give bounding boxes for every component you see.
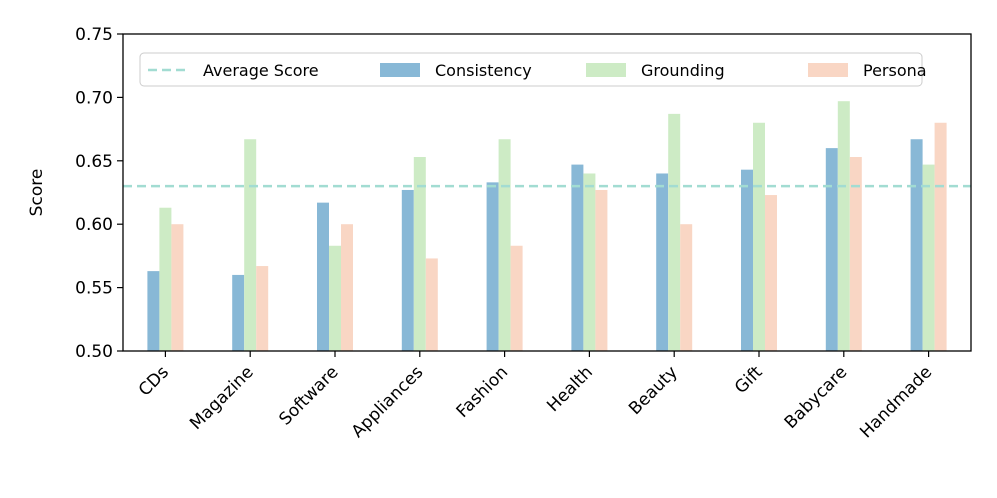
bar-persona-health: [595, 189, 608, 351]
legend-consistency-swatch: [380, 63, 420, 77]
bar-grounding-magazine: [244, 139, 257, 351]
y-tick-label: 0.55: [75, 279, 113, 299]
x-axis: CDs Magazine Software Appliances Fashion Heal…: [135, 351, 936, 442]
bar-consistency-cds: [147, 271, 160, 351]
bar-consistency-babycare: [825, 148, 838, 351]
y-axis: 0.50 0.55 0.60 0.65 0.70 0.75: [75, 25, 123, 362]
y-tick-label: 0.50: [75, 342, 113, 362]
bar-consistency-handmade: [910, 139, 923, 351]
bar-grounding-gift: [753, 122, 765, 351]
legend-grounding-label: Grounding: [641, 61, 725, 80]
bar-persona-software: [341, 224, 353, 351]
bar-persona-appliances: [425, 258, 438, 351]
bar-persona-cds: [171, 224, 184, 351]
x-tick-label: CDs: [135, 362, 173, 400]
y-tick-label: 0.65: [75, 152, 113, 172]
x-tick-label: Appliances: [348, 362, 428, 442]
bar-consistency-software: [317, 202, 329, 351]
plot-frame: [122, 33, 972, 352]
legend-average-score-label: Average Score: [203, 61, 319, 80]
bar-grounding-health: [583, 173, 596, 351]
bar-grounding-handmade: [922, 164, 935, 351]
bars-layer: [147, 101, 947, 351]
bar-grounding-software: [329, 245, 341, 351]
x-tick-label: Handmade: [856, 362, 936, 442]
bar-persona-fashion: [510, 245, 523, 351]
x-tick-label: Babycare: [781, 362, 852, 433]
legend-persona-swatch: [808, 63, 848, 77]
bar-persona-beauty: [680, 224, 693, 351]
bar-consistency-fashion: [486, 182, 499, 351]
legend: Average Score Consistency Grounding Persona: [139, 52, 927, 87]
legend-box: [139, 52, 923, 87]
bar-grounding-beauty: [668, 113, 681, 351]
bar-grounding-appliances: [413, 157, 426, 351]
legend-consistency-label: Consistency: [435, 61, 532, 80]
x-tick-label: Beauty: [625, 362, 682, 419]
bar-consistency-health: [571, 164, 584, 351]
x-tick-label: Software: [275, 362, 342, 429]
legend-persona-label: Persona: [863, 61, 927, 80]
y-tick-label: 0.70: [75, 88, 113, 108]
x-tick-label: Magazine: [186, 362, 258, 434]
x-tick-label: Fashion: [453, 362, 513, 422]
legend-grounding-swatch: [586, 63, 626, 77]
bar-persona-gift: [765, 195, 777, 351]
bar-persona-handmade: [934, 122, 947, 351]
bar-grounding-cds: [159, 207, 172, 351]
y-axis-title: Score: [27, 169, 47, 217]
x-tick-label: Gift: [731, 362, 767, 398]
bar-grounding-babycare: [837, 101, 850, 351]
y-tick-label: 0.75: [75, 25, 113, 45]
bar-persona-magazine: [256, 266, 269, 351]
bar-consistency-beauty: [656, 173, 669, 351]
y-tick-label: 0.60: [75, 215, 113, 235]
bar-grounding-fashion: [498, 139, 511, 351]
x-tick-label: Health: [543, 362, 597, 416]
bar-persona-babycare: [849, 157, 862, 351]
bar-consistency-gift: [741, 169, 753, 351]
bar-consistency-appliances: [401, 189, 414, 351]
bar-consistency-magazine: [232, 274, 245, 351]
